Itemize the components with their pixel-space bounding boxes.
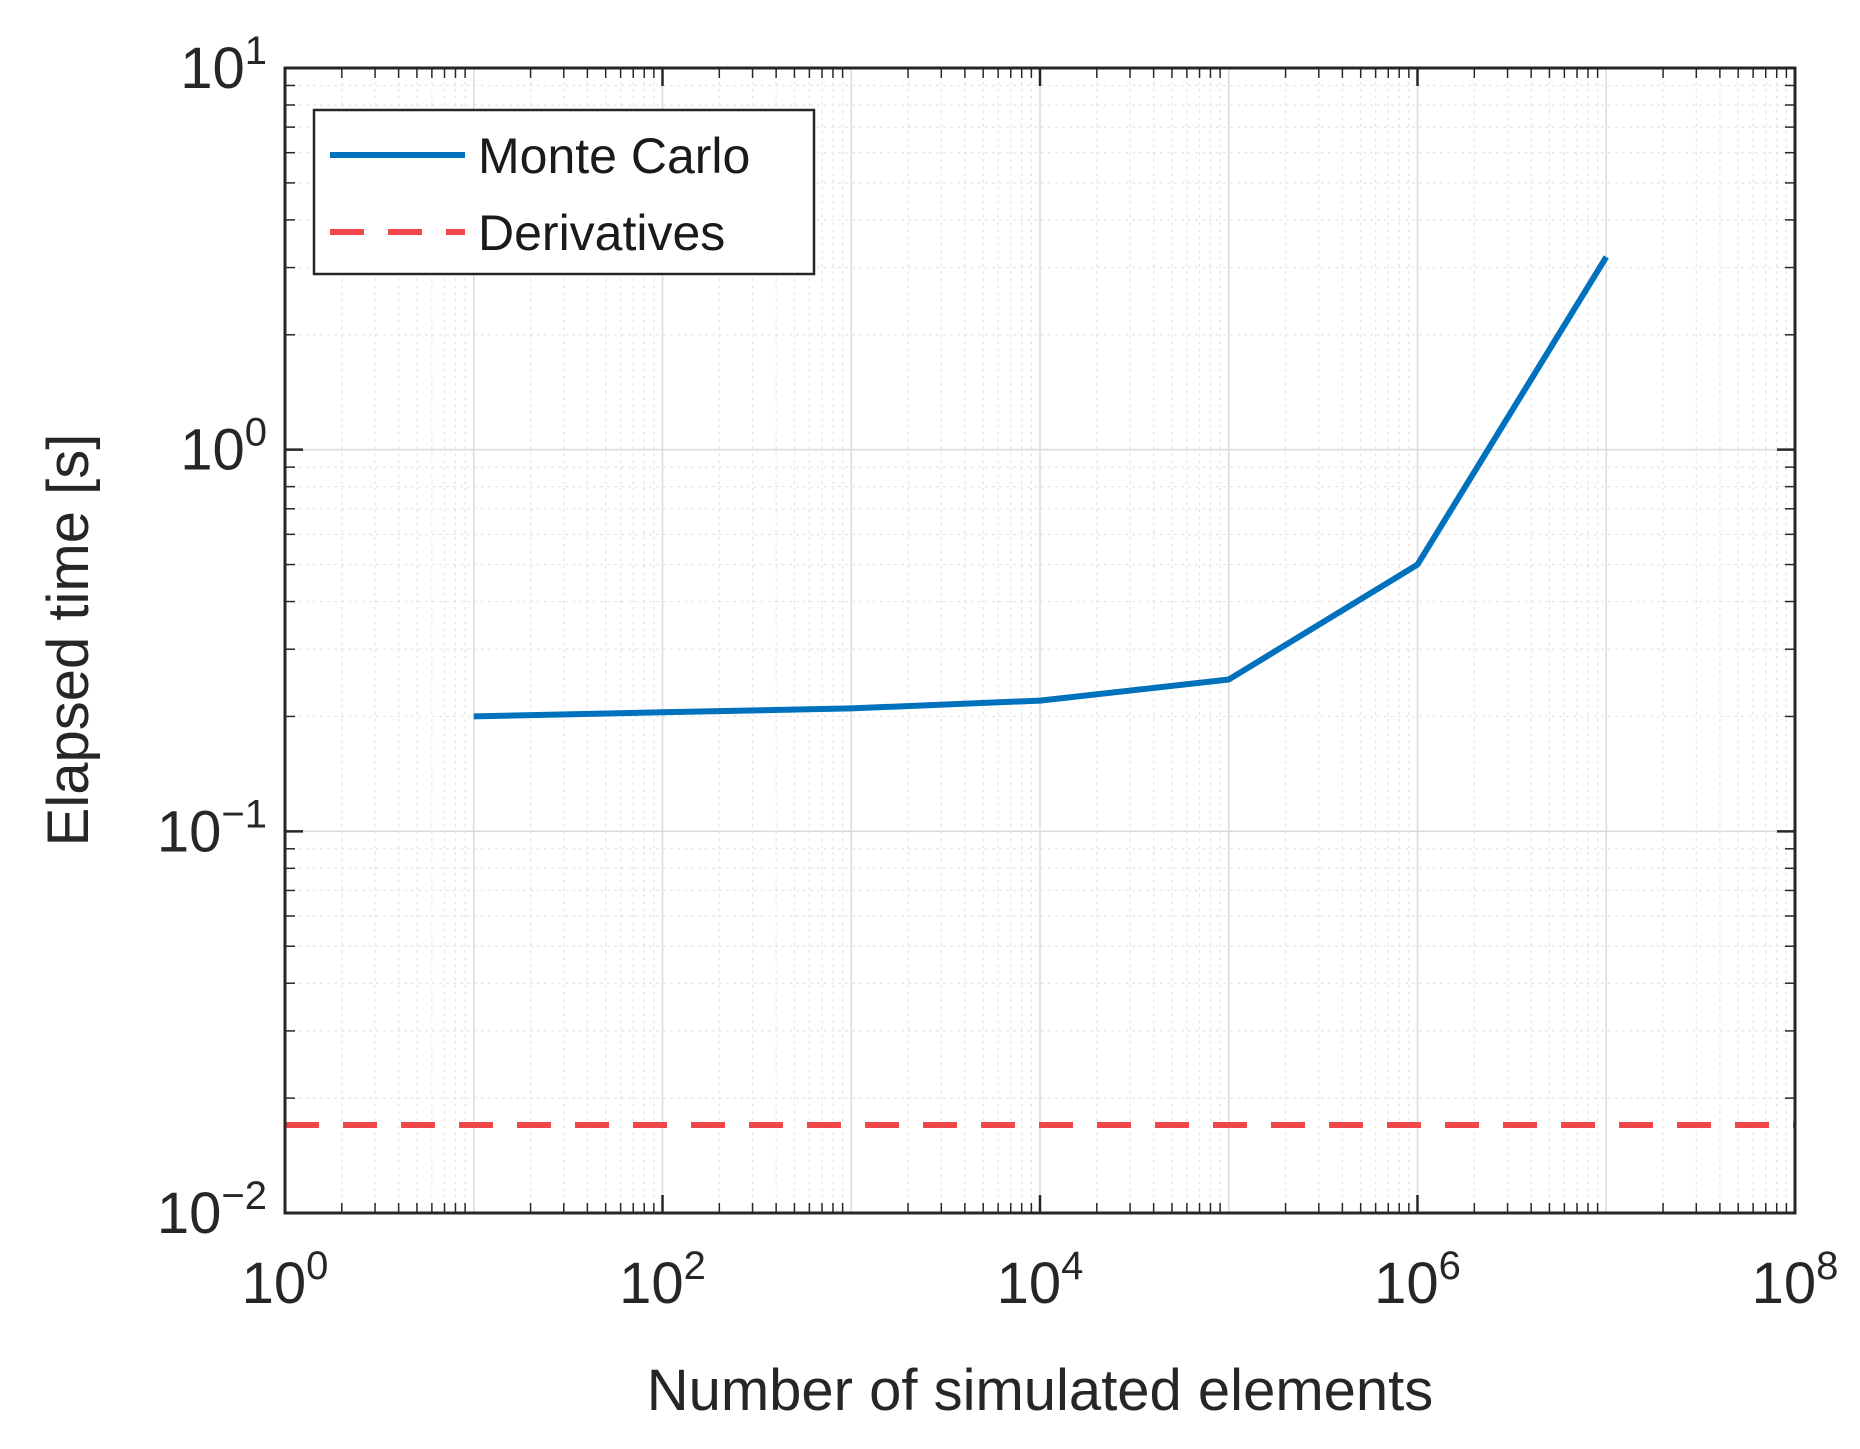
y-tick-label: 101 <box>180 29 267 101</box>
x-tick-label: 100 <box>242 1244 329 1316</box>
label-layer: Number of simulated elements Elapsed tim… <box>36 434 1433 1423</box>
series-line-monte-carlo <box>473 255 1609 720</box>
x-tick-label: 106 <box>1374 1244 1461 1316</box>
legend: Monte Carlo Derivatives <box>312 108 816 276</box>
y-tick-label: 10−1 <box>157 792 267 864</box>
y-tick-label: 10−2 <box>157 1174 267 1246</box>
x-axis-label: Number of simulated elements <box>647 1358 1434 1423</box>
legend-label-derivatives: Derivatives <box>478 205 725 261</box>
series-layer <box>285 255 1795 1128</box>
x-tick-label: 108 <box>1752 1244 1839 1316</box>
legend-box <box>312 108 816 276</box>
y-axis-label: Elapsed time [s] <box>36 434 101 847</box>
y-tick-label: 100 <box>180 411 267 483</box>
legend-label-monte-carlo: Monte Carlo <box>478 128 750 184</box>
tick-layer: 100 102 104 106 108 10−2 10−1 100 101 <box>157 29 1839 1316</box>
x-tick-label: 104 <box>997 1244 1084 1316</box>
x-tick-label: 102 <box>619 1244 706 1316</box>
